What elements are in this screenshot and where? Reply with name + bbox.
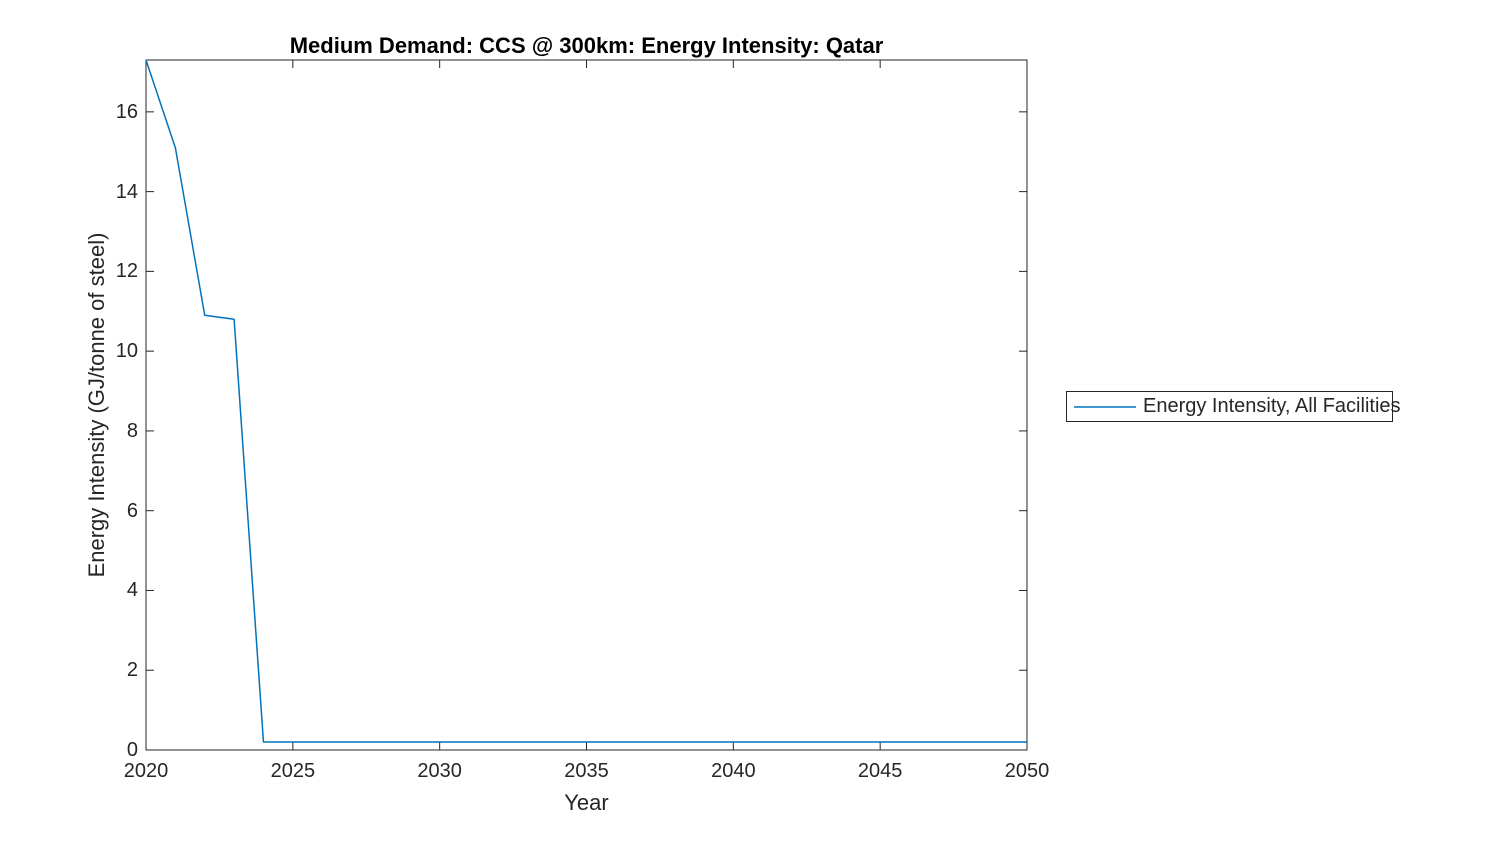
legend: Energy Intensity, All Facilities: [1066, 391, 1401, 422]
x-tick-label: 2025: [270, 760, 316, 782]
y-tick-label: 6: [126, 499, 138, 522]
x-tick-label: 2045: [857, 760, 903, 782]
x-tick-label: 2030: [417, 760, 462, 782]
series-line: [145, 59, 1027, 743]
chart-title: Medium Demand: CCS @ 300km: Energy Inten…: [289, 33, 884, 58]
x-tick-label: 2020: [123, 760, 169, 782]
legend-label: Energy Intensity, All Facilities: [1143, 395, 1401, 417]
axes-box: [145, 59, 1028, 751]
y-tick-label: 16: [115, 100, 138, 123]
y-tick-label: 2: [126, 659, 138, 682]
x-tick-label: 2035: [564, 760, 609, 782]
x-axis-label: Year: [564, 790, 609, 815]
y-tick-label: 8: [126, 419, 138, 442]
y-tick-label: 14: [115, 180, 138, 203]
x-tick-label: 2050: [1004, 760, 1050, 782]
x-tick-label: 2040: [711, 760, 756, 782]
legend-line-sample: [1074, 405, 1136, 408]
y-tick-label: 12: [115, 260, 138, 283]
y-tick-label: 0: [126, 739, 138, 761]
y-tick-label: 10: [115, 340, 138, 363]
y-tick-label: 4: [126, 579, 138, 602]
